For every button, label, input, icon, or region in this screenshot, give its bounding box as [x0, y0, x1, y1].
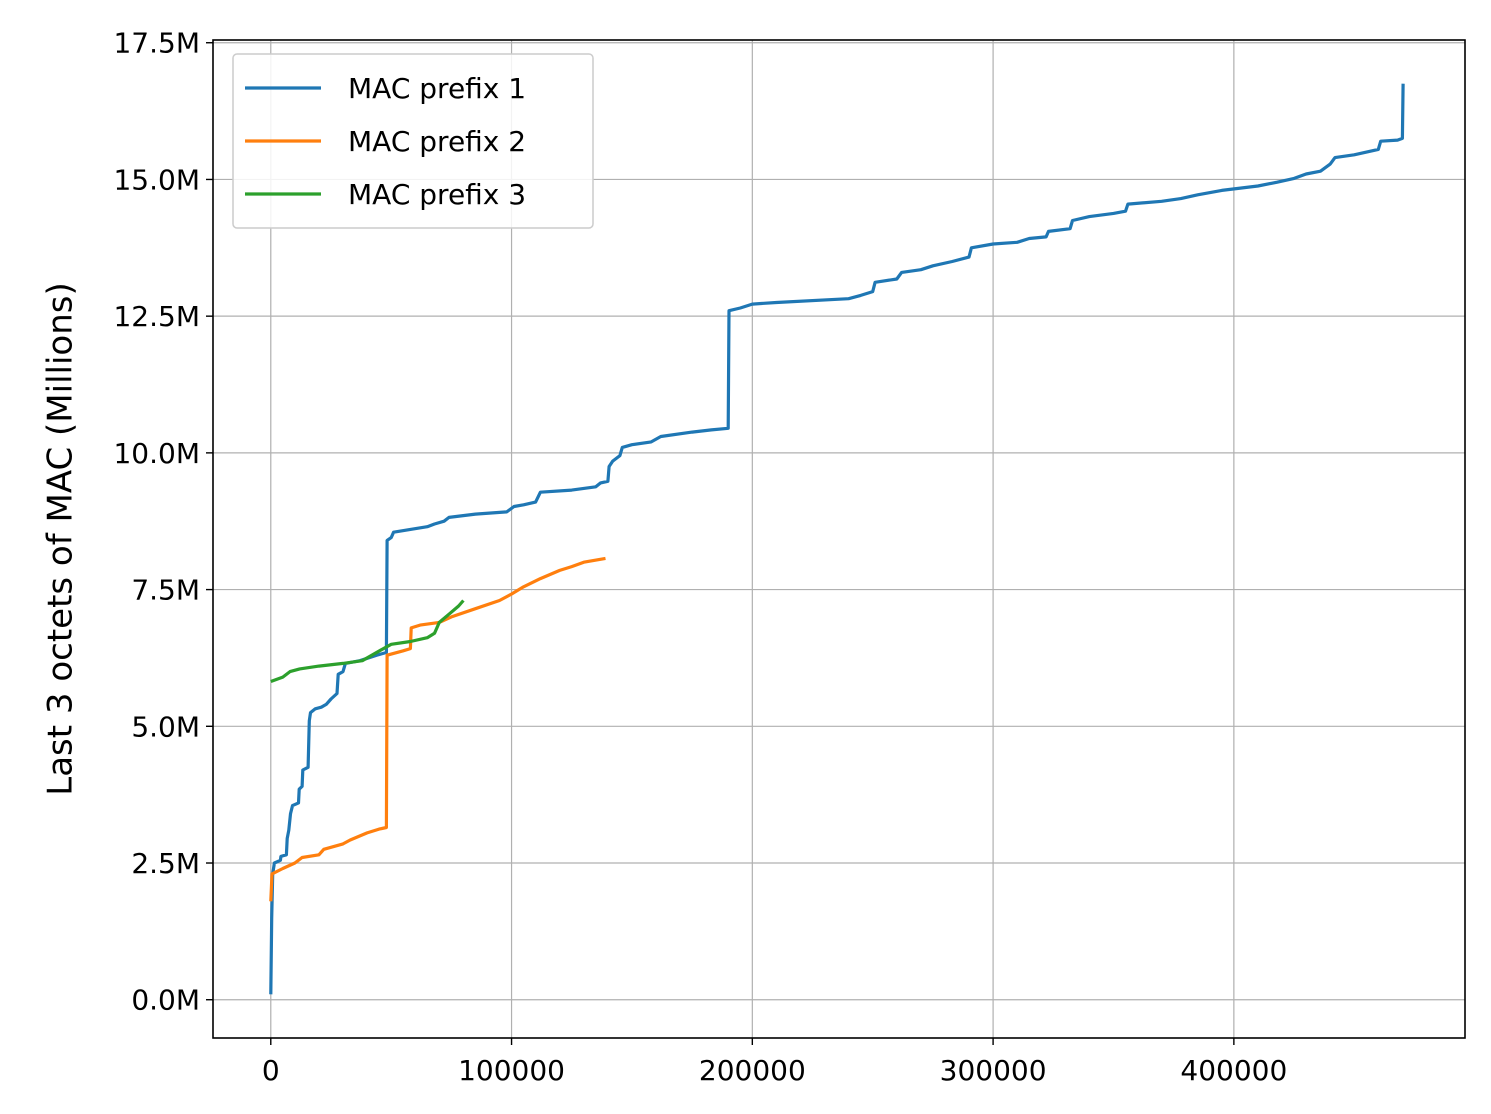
x-tick-label: 100000	[458, 1054, 565, 1087]
y-tick-label: 15.0M	[113, 163, 200, 196]
x-tick-label: 200000	[699, 1054, 806, 1087]
series-line-2	[269, 556, 606, 902]
series-layer	[269, 83, 1405, 995]
y-tick-label: 7.5M	[131, 574, 200, 607]
legend-box	[232, 53, 594, 229]
y-tick-label: 17.5M	[113, 27, 200, 60]
series-line-3	[270, 599, 465, 684]
x-tick-label: 300000	[940, 1054, 1047, 1087]
y-axis-label: Last 3 octets of MAC (Millions)	[41, 282, 81, 796]
plot-frame	[212, 39, 1466, 1039]
x-axis: 0 100000 200000 300000 400000	[262, 1038, 1287, 1087]
y-tick-label: 0.0M	[131, 984, 200, 1017]
series-line-1	[269, 83, 1405, 995]
legend: MAC prefix 1 MAC prefix 2 MAC prefix 3	[232, 53, 594, 229]
x-tick-label: 400000	[1180, 1054, 1287, 1087]
y-axis: 0.0M 2.5M 5.0M 7.5M 10.0M 12.5M 15.0M 17.5M	[113, 27, 213, 1017]
legend-label-3: MAC prefix 3	[348, 178, 526, 211]
y-tick-label: 10.0M	[113, 437, 200, 470]
y-tick-label: 5.0M	[131, 710, 200, 743]
legend-label-2: MAC prefix 2	[348, 125, 526, 158]
y-tick-label: 2.5M	[131, 847, 200, 880]
x-tick-label: 0	[262, 1054, 280, 1087]
y-tick-label: 12.5M	[113, 300, 200, 333]
legend-label-1: MAC prefix 1	[348, 72, 526, 105]
